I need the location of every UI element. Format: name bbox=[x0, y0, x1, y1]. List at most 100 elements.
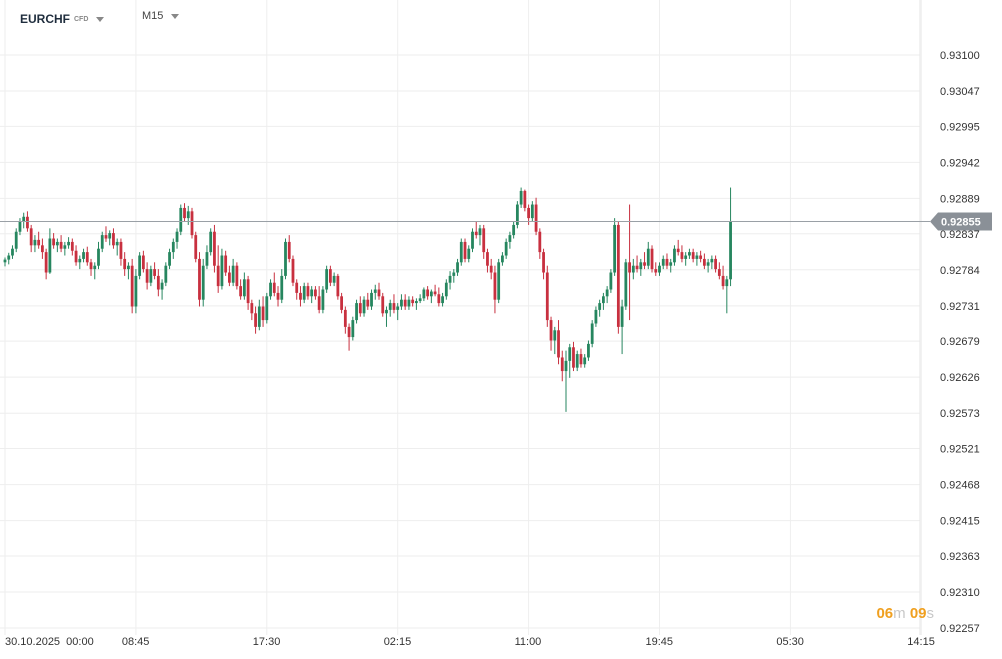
candle-body bbox=[127, 265, 130, 270]
candle-body bbox=[134, 275, 138, 307]
price-tick-label: 0.92731 bbox=[940, 301, 980, 313]
price-tick-label: 0.92415 bbox=[940, 516, 980, 528]
price-tick-label: 0.92363 bbox=[940, 551, 980, 563]
chevron-down-icon[interactable] bbox=[171, 13, 180, 19]
candle-body bbox=[418, 298, 422, 302]
candle-body bbox=[362, 299, 366, 314]
candle-body bbox=[7, 255, 11, 260]
candle-body bbox=[381, 296, 385, 314]
candle-body bbox=[456, 262, 459, 273]
candle-body bbox=[231, 265, 235, 283]
timeframe-label[interactable]: M15 bbox=[142, 10, 164, 22]
chevron-down-icon[interactable] bbox=[96, 16, 105, 22]
countdown-seconds: 09 bbox=[909, 605, 927, 622]
time-tick-label: 05:30 bbox=[776, 636, 804, 648]
candle-body bbox=[650, 248, 654, 270]
candle-body bbox=[721, 275, 725, 287]
symbol-label[interactable]: EURCHF bbox=[20, 12, 70, 26]
candle-body bbox=[508, 235, 512, 242]
candle-body bbox=[489, 265, 493, 273]
candle-body bbox=[609, 272, 613, 290]
candle-body bbox=[190, 211, 194, 236]
candle-body bbox=[572, 347, 575, 368]
candle-body bbox=[366, 299, 370, 307]
candle-body bbox=[370, 292, 373, 307]
candle-body bbox=[224, 255, 228, 273]
candle-body bbox=[280, 275, 284, 300]
candle-body bbox=[575, 354, 579, 368]
candle-body bbox=[306, 286, 310, 297]
timeframe-selector[interactable]: M15 bbox=[142, 10, 180, 22]
candle-body bbox=[530, 204, 534, 219]
time-axis[interactable]: 30.10.2025 00:00 08:45 17:30 02:15 11:00 19:4… bbox=[5, 636, 935, 648]
candle-body bbox=[194, 235, 198, 259]
candle-body bbox=[37, 239, 41, 246]
candle-body bbox=[55, 241, 59, 246]
price-axis[interactable]: 0.93100 0.93047 0.92995 0.92942 0.92889 0.928… bbox=[940, 50, 980, 635]
candle-body bbox=[295, 282, 299, 293]
current-price-marker: 0.92855 bbox=[0, 212, 992, 231]
candle-body bbox=[396, 306, 400, 310]
candle-body bbox=[702, 258, 706, 266]
candle-body bbox=[444, 282, 448, 297]
candle-body bbox=[598, 303, 602, 310]
candle-body bbox=[605, 289, 609, 297]
candle-body bbox=[261, 306, 265, 321]
countdown-seconds-unit: s bbox=[926, 605, 935, 622]
candle-body bbox=[669, 262, 673, 266]
candle-body bbox=[269, 282, 272, 297]
price-tick-label: 0.92995 bbox=[940, 121, 980, 133]
candle-body bbox=[287, 241, 291, 259]
candle-body bbox=[183, 207, 186, 219]
candle-body bbox=[512, 224, 516, 236]
candle-body bbox=[160, 282, 164, 290]
current-price-badge bbox=[930, 212, 992, 231]
candle-body bbox=[658, 265, 661, 273]
time-tick-label: 17:30 bbox=[253, 636, 281, 648]
candle-body bbox=[661, 258, 665, 266]
candle-body bbox=[220, 255, 224, 287]
candle-body bbox=[235, 265, 239, 287]
candle-body bbox=[209, 231, 213, 253]
candle-body bbox=[501, 255, 504, 263]
candle-body bbox=[138, 255, 142, 276]
candle-body bbox=[48, 238, 52, 273]
candle-body bbox=[11, 248, 14, 256]
candle-body bbox=[257, 306, 261, 327]
candle-body bbox=[545, 272, 549, 321]
candle-body bbox=[41, 245, 44, 253]
instrument-selector[interactable]: EURCHF CFD bbox=[20, 8, 105, 30]
candle-body bbox=[624, 262, 628, 307]
price-tick-label: 0.92573 bbox=[940, 408, 980, 420]
candle-body bbox=[493, 272, 497, 300]
candle-body bbox=[616, 224, 620, 327]
candle-body bbox=[153, 269, 156, 276]
candle-body bbox=[119, 241, 123, 259]
candle-body bbox=[205, 252, 209, 266]
candle-body bbox=[478, 228, 482, 236]
candle-body bbox=[463, 241, 467, 259]
candle-body bbox=[291, 258, 295, 283]
instrument-type-label: CFD bbox=[74, 15, 89, 23]
candle-body bbox=[680, 252, 684, 259]
candle-body bbox=[299, 292, 302, 300]
time-tick-label: 08:45 bbox=[122, 636, 150, 648]
candle-body bbox=[579, 354, 583, 365]
candle-body bbox=[549, 320, 553, 341]
candle-body bbox=[441, 296, 444, 304]
candle-body bbox=[100, 235, 104, 249]
candle-body bbox=[321, 289, 325, 310]
candle-body bbox=[699, 255, 703, 259]
candle-body bbox=[388, 303, 392, 310]
candle-body bbox=[97, 248, 100, 266]
candle-body bbox=[433, 291, 437, 295]
time-tick-label: 11:00 bbox=[515, 636, 542, 648]
candle-body bbox=[358, 303, 362, 314]
candle-body bbox=[613, 224, 617, 273]
candle-body bbox=[89, 262, 93, 270]
candle-body bbox=[246, 279, 250, 304]
candle-body bbox=[141, 255, 145, 270]
candle-body bbox=[437, 294, 441, 304]
candle-body bbox=[628, 262, 631, 273]
